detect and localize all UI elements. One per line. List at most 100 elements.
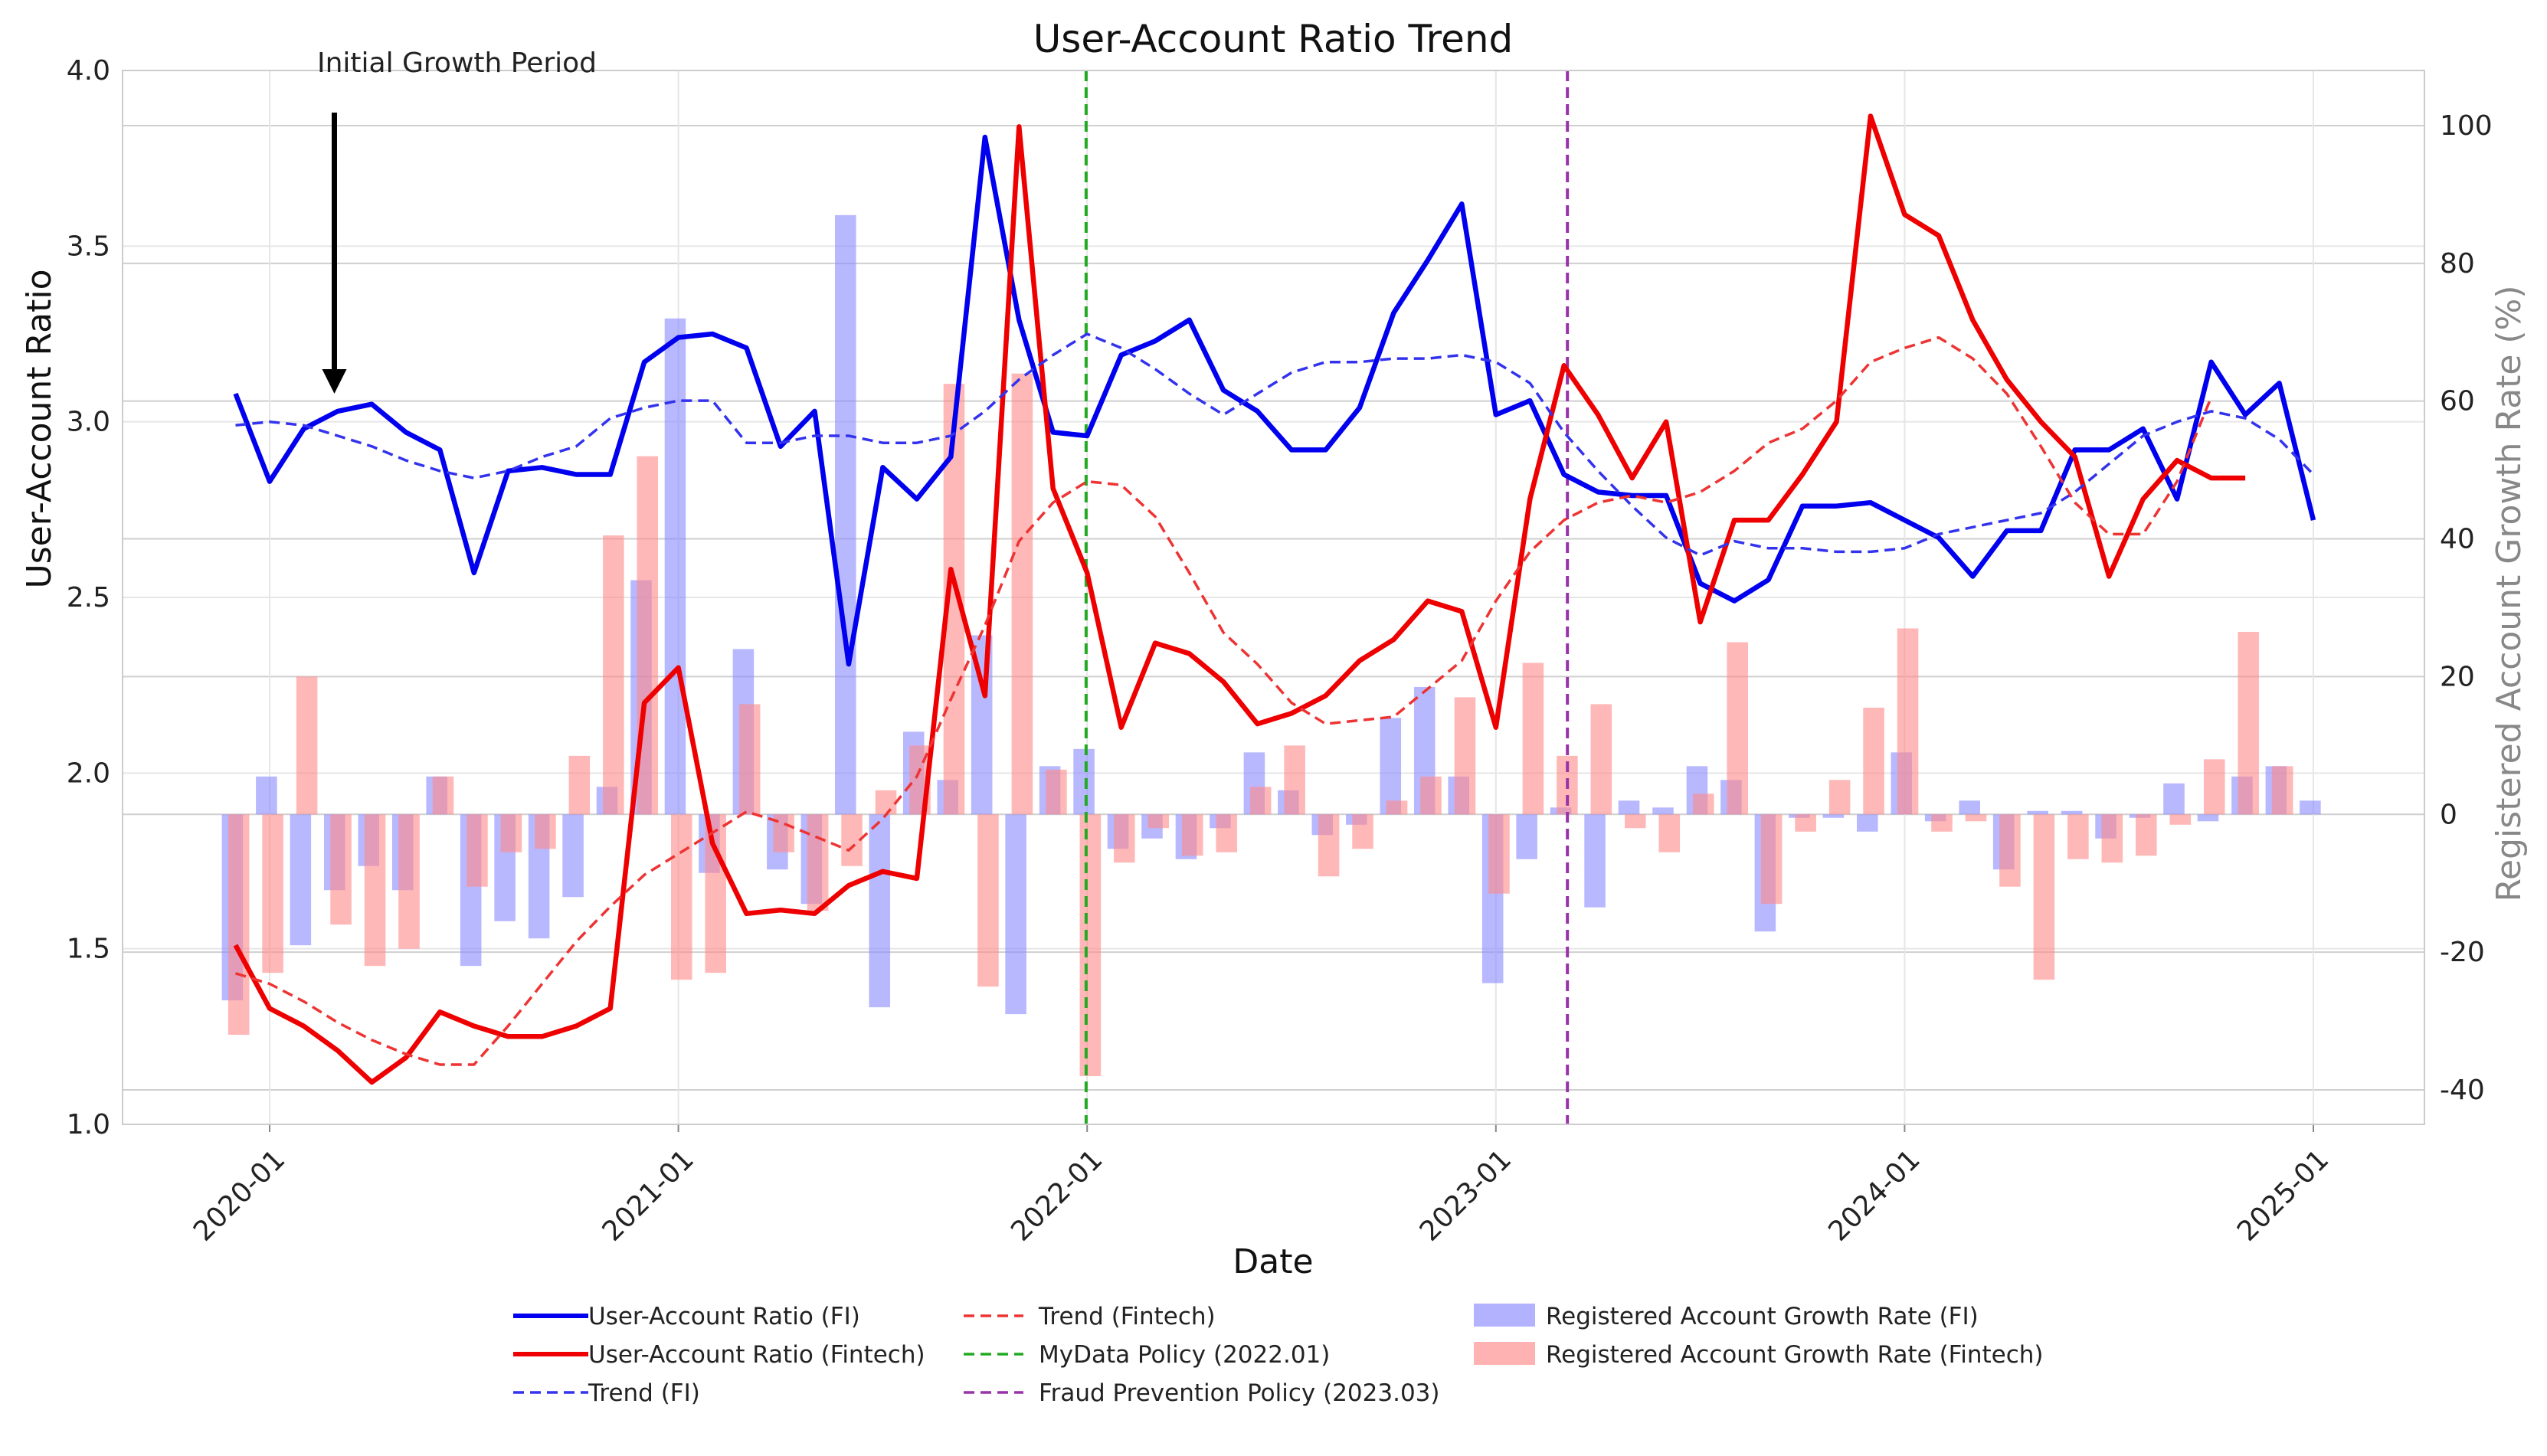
bar-fi-growth bbox=[1822, 814, 1845, 818]
bar-fintech-growth bbox=[568, 755, 591, 815]
y2-tick-label: -20 bbox=[2440, 937, 2485, 968]
y-tick-label: 2.5 bbox=[67, 582, 110, 613]
bar-fi-growth bbox=[1652, 807, 1674, 815]
bar-fintech-growth bbox=[2033, 814, 2055, 980]
bar-fintech-growth bbox=[1828, 780, 1851, 815]
bar-fintech-growth bbox=[1760, 814, 1783, 905]
bar-fintech-growth bbox=[1352, 814, 1373, 849]
bar-fintech-growth bbox=[1147, 814, 1170, 829]
bar-fintech-growth bbox=[228, 814, 250, 1036]
x-axis-title: Date bbox=[1233, 1242, 1313, 1281]
bar-fintech-growth bbox=[1318, 814, 1340, 877]
bar-fi-growth bbox=[869, 814, 891, 1008]
bar-fi-growth bbox=[2163, 783, 2185, 815]
bar-fi-growth bbox=[2197, 814, 2219, 822]
bar-fintech-growth bbox=[1079, 814, 1102, 1077]
bar-fintech-growth bbox=[1999, 814, 2021, 887]
bar-fi-growth bbox=[1073, 748, 1095, 815]
bar-fintech-growth bbox=[1590, 704, 1612, 815]
y2-tick-label: -40 bbox=[2440, 1075, 2485, 1106]
bar-fi-growth bbox=[2061, 810, 2083, 815]
bar-fintech-growth bbox=[738, 704, 761, 815]
legend-label-fi-growth: Registered Account Growth Rate (FI) bbox=[1546, 1303, 1979, 1330]
plot-frame bbox=[122, 70, 2425, 1125]
bar-fintech-growth bbox=[500, 814, 522, 852]
bar-fi-growth bbox=[2027, 810, 2048, 815]
legend-swatch-fi-growth bbox=[1474, 1304, 1535, 1327]
bar-fi-growth bbox=[256, 776, 277, 815]
y2-axis-title: Registered Account Growth Rate (%) bbox=[2490, 285, 2529, 901]
bar-fintech-growth bbox=[1897, 628, 1919, 815]
bar-fintech-growth bbox=[2136, 814, 2157, 856]
legend-label-fraud: Fraud Prevention Policy (2023.03) bbox=[1039, 1379, 1440, 1407]
bar-fintech-growth bbox=[2067, 814, 2089, 859]
bar-fintech-growth bbox=[1181, 814, 1203, 856]
bar-fintech-growth bbox=[1965, 814, 1987, 822]
bar-fintech-growth bbox=[1692, 793, 1714, 815]
bar-fintech-growth bbox=[977, 814, 999, 987]
y-tick-label: 1.0 bbox=[67, 1109, 110, 1140]
line-series-group bbox=[233, 113, 2316, 1085]
legend-label-mydata: MyData Policy (2022.01) bbox=[1039, 1341, 1330, 1369]
y2-tick-label: 0 bbox=[2440, 799, 2457, 830]
y2-tick-label: 20 bbox=[2440, 661, 2475, 692]
y2-tick-label: 100 bbox=[2440, 110, 2493, 142]
legend-label-fintech-growth: Registered Account Growth Rate (Fintech) bbox=[1546, 1341, 2044, 1369]
legend-label-fi-ratio: User-Account Ratio (FI) bbox=[588, 1303, 860, 1330]
bar-fi-growth bbox=[1516, 814, 1537, 859]
bar-fintech-growth bbox=[2238, 631, 2259, 815]
bar-series-group bbox=[221, 214, 2321, 1077]
bar-fintech-growth bbox=[1727, 642, 1748, 815]
y-axis-title: User-Account Ratio bbox=[20, 270, 59, 589]
bar-fintech-growth bbox=[1625, 814, 1646, 829]
bar-fi-growth bbox=[1005, 814, 1026, 1015]
bar-fintech-growth bbox=[670, 814, 692, 980]
y-tick-label: 1.5 bbox=[67, 934, 110, 965]
bar-fintech-growth bbox=[432, 776, 454, 815]
y-tick-label: 3.0 bbox=[67, 407, 110, 438]
line-fintech-ratio bbox=[233, 113, 2246, 1085]
bar-fintech-growth bbox=[262, 814, 283, 973]
annotation-group: Initial Growth Period bbox=[317, 47, 597, 394]
bar-fintech-growth bbox=[2203, 759, 2225, 815]
bar-fintech-growth bbox=[1011, 373, 1033, 815]
bar-fi-growth bbox=[1857, 814, 1878, 832]
y-tick-label: 4.0 bbox=[67, 55, 110, 87]
legend-swatch-fintech-growth bbox=[1474, 1342, 1535, 1365]
bar-fintech-growth bbox=[1284, 745, 1305, 815]
bar-fintech-growth bbox=[1863, 707, 1884, 815]
bar-fi-growth bbox=[1584, 814, 1606, 908]
bar-fintech-growth bbox=[330, 814, 352, 925]
bar-fintech-growth bbox=[1420, 776, 1442, 815]
bar-fintech-growth bbox=[1454, 697, 1476, 815]
bar-fintech-growth bbox=[1046, 769, 1067, 815]
bar-fintech-growth bbox=[1249, 787, 1272, 815]
annotation-arrow-head bbox=[322, 368, 347, 394]
y-tick-label: 3.5 bbox=[67, 231, 110, 262]
bar-fintech-growth bbox=[2101, 814, 2123, 863]
bar-fintech-growth bbox=[1522, 663, 1544, 815]
line-fi-trend bbox=[235, 332, 2315, 557]
legend: User-Account Ratio (FI) User-Account Rat… bbox=[513, 1303, 2044, 1407]
bar-fintech-growth bbox=[1488, 814, 1510, 894]
line-fintech-trend bbox=[234, 335, 2213, 1066]
bar-fintech-growth bbox=[1931, 814, 1953, 832]
bar-fintech-growth bbox=[296, 676, 318, 815]
bar-fintech-growth bbox=[1216, 814, 1237, 852]
bar-fi-growth bbox=[290, 814, 312, 946]
y2-tick-label: 60 bbox=[2440, 386, 2475, 417]
bar-fi-growth bbox=[1618, 800, 1640, 815]
annotation-initial-growth: Initial Growth Period bbox=[317, 47, 597, 79]
bar-fi-growth bbox=[1959, 800, 1980, 815]
bar-fintech-growth bbox=[2271, 766, 2293, 815]
bar-fintech-growth bbox=[1114, 814, 1135, 863]
bar-fintech-growth bbox=[603, 535, 624, 815]
y-tick-label: 2.0 bbox=[67, 757, 110, 789]
bar-fintech-growth bbox=[1386, 800, 1408, 815]
bar-fi-growth bbox=[1380, 718, 1402, 815]
bar-fintech-growth bbox=[535, 814, 556, 849]
bar-fintech-growth bbox=[398, 814, 420, 949]
